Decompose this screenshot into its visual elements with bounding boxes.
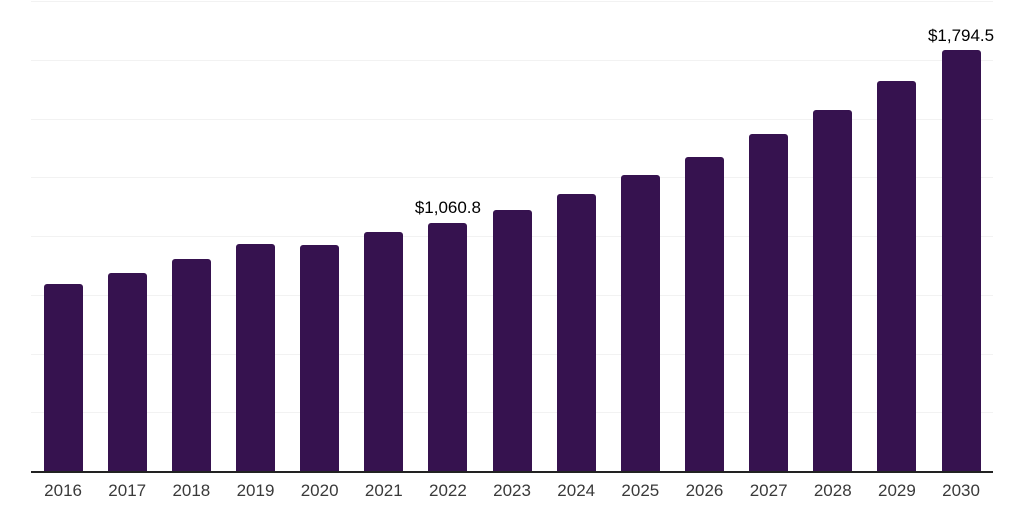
plot-area: $1,060.8 $1,794.5 — [31, 1, 995, 472]
bar-slot: $1,060.8 — [414, 2, 481, 472]
gridline — [31, 59, 993, 61]
gridline — [31, 1, 993, 2]
gridline — [31, 177, 993, 179]
bar — [235, 243, 275, 472]
bar-slot — [95, 2, 159, 472]
x-axis-labels: 2016 2017 2018 2019 2020 2021 2022 2023 … — [31, 481, 993, 501]
x-axis-tick-label: 2022 — [429, 481, 467, 500]
x-axis-tick-label: 2027 — [749, 481, 788, 500]
x-axis-tick-label: 2025 — [621, 481, 660, 500]
x-axis-tick-label: 2028 — [813, 481, 852, 500]
x-axis-tick-label: 2018 — [172, 481, 211, 500]
bar-slot — [288, 2, 352, 472]
bar — [364, 231, 404, 472]
bar — [684, 156, 724, 472]
bar-slot — [544, 2, 608, 472]
gridline — [31, 118, 993, 120]
x-axis-tick-label: 2019 — [236, 481, 275, 500]
bar-slot — [865, 2, 929, 472]
x-axis-tick-label: 2026 — [685, 481, 724, 500]
bar-slot — [31, 2, 95, 472]
bar — [620, 174, 660, 472]
bar-slot — [737, 2, 801, 472]
bar — [171, 258, 211, 472]
bar — [300, 244, 340, 472]
bar-slot — [801, 2, 865, 472]
bar — [813, 110, 853, 472]
bar-slot — [223, 2, 287, 472]
x-axis-tick-label: 2024 — [557, 481, 596, 500]
bar-value-label: $1,794.5 — [927, 25, 995, 45]
bar-slot — [159, 2, 223, 472]
bar-slot — [480, 2, 544, 472]
x-axis-tick-label: 2017 — [108, 481, 147, 500]
bar — [43, 284, 83, 472]
bar-slot — [672, 2, 736, 472]
bar — [428, 222, 468, 472]
x-axis-tick-label: 2030 — [942, 481, 980, 500]
bar — [492, 209, 532, 472]
x-axis-tick-label: 2021 — [364, 481, 403, 500]
x-axis-tick-label: 2023 — [493, 481, 531, 500]
x-axis-tick-label: 2029 — [877, 481, 916, 500]
bars-row: $1,060.8 $1,794.5 — [31, 2, 995, 472]
bar — [556, 193, 596, 472]
x-axis-tick-label: 2016 — [44, 481, 82, 500]
bar — [107, 272, 147, 472]
x-axis-tick-label: 2020 — [300, 481, 339, 500]
x-axis-line — [31, 471, 993, 473]
bar-slot — [352, 2, 416, 472]
bar — [749, 134, 789, 472]
bar-value-label: $1,060.8 — [414, 198, 481, 218]
bar — [941, 50, 981, 472]
bar — [877, 81, 917, 472]
bar-slot: $1,794.5 — [927, 2, 995, 472]
bar-slot — [608, 2, 672, 472]
